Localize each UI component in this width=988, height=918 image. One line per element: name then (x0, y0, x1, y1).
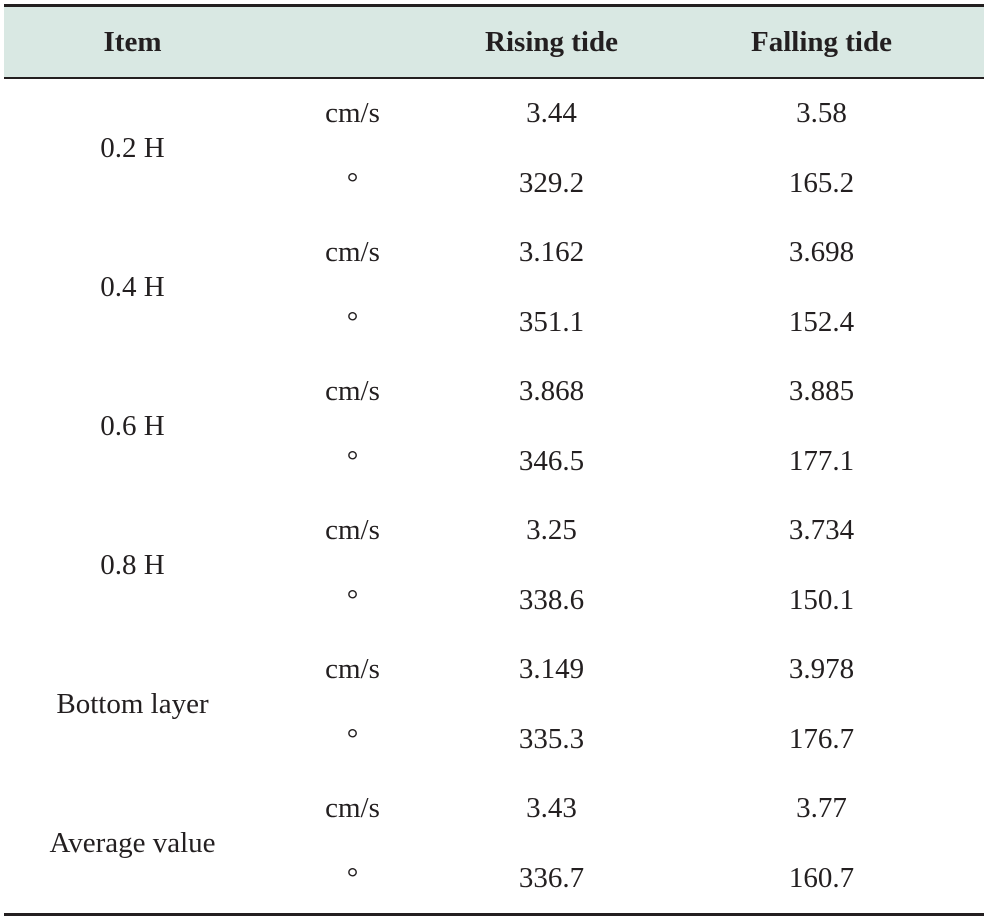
rising-speed-value: 3.868 (518, 375, 585, 408)
direction-unit: ° (346, 305, 359, 338)
data-table-container: Item Rising tide Falling tide 0.2 H cm/s 3… (4, 4, 984, 916)
table-row: ° 329.2 165.2 (4, 149, 984, 219)
rising-direction-value: 338.6 (518, 583, 585, 616)
speed-unit: cm/s (325, 236, 380, 269)
speed-unit: cm/s (325, 653, 380, 686)
header-item: Item (4, 4, 261, 79)
header-falling-tide: Falling tide (659, 4, 984, 79)
falling-direction-value: 177.1 (788, 444, 855, 477)
rising-direction-value: 346.5 (518, 444, 585, 477)
falling-speed-value: 3.698 (788, 236, 855, 269)
rising-speed-value: 3.43 (526, 792, 577, 825)
rising-speed-value: 3.44 (526, 97, 577, 130)
table-row: 0.6 H cm/s 3.868 3.885 (4, 357, 984, 442)
speed-unit: cm/s (325, 792, 380, 825)
row-item-label: Average value (4, 774, 261, 916)
rising-speed-value: 3.25 (526, 514, 577, 547)
header-rising-tide: Rising tide (444, 4, 659, 79)
row-item-label: 0.8 H (100, 549, 165, 581)
row-item-label: Bottom layer (56, 688, 209, 720)
table-body: 0.2 H cm/s 3.44 3.58 ° 329.2 165.2 0.4 H cm/s 3.1… (4, 78, 984, 916)
speed-unit: cm/s (325, 97, 380, 130)
table-row: Bottom layer cm/s 3.149 3.978 (4, 635, 984, 720)
rising-direction-value: 329.2 (518, 166, 585, 199)
falling-direction-value: 150.1 (788, 583, 855, 616)
direction-unit: ° (261, 843, 444, 916)
falling-speed-value: 3.734 (788, 514, 855, 547)
falling-speed-value: 3.77 (796, 792, 847, 825)
tidal-current-table: Item Rising tide Falling tide 0.2 H cm/s 3… (4, 4, 984, 916)
direction-unit: ° (346, 583, 359, 616)
falling-direction-value: 176.7 (788, 722, 855, 755)
rising-speed-value: 3.149 (518, 653, 585, 686)
table-row: ° 338.6 150.1 (4, 566, 984, 636)
table-row: ° 351.1 152.4 (4, 288, 984, 358)
rising-speed-value: 3.162 (518, 236, 585, 269)
falling-direction-value: 160.7 (659, 843, 984, 916)
rising-direction-value: 336.7 (444, 843, 659, 916)
falling-speed-value: 3.58 (796, 97, 847, 130)
falling-speed-value: 3.885 (788, 375, 855, 408)
falling-direction-value: 152.4 (788, 305, 855, 338)
row-item-label: 0.6 H (100, 410, 165, 442)
table-row: ° 335.3 176.7 (4, 705, 984, 775)
falling-speed-value: 3.978 (788, 653, 855, 686)
falling-direction-value: 165.2 (788, 166, 855, 199)
table-row: ° 346.5 177.1 (4, 427, 984, 497)
direction-unit: ° (346, 166, 359, 199)
rising-direction-value: 351.1 (518, 305, 585, 338)
table-row: 0.4 H cm/s 3.162 3.698 (4, 218, 984, 303)
direction-unit: ° (346, 722, 359, 755)
table-row: 0.8 H cm/s 3.25 3.734 (4, 496, 984, 581)
header-row: Item Rising tide Falling tide (4, 4, 984, 79)
header-unit (261, 4, 444, 79)
table-row: 0.2 H cm/s 3.44 3.58 (4, 78, 984, 164)
speed-unit: cm/s (325, 514, 380, 547)
table-row: Average value cm/s 3.43 3.77 (4, 774, 984, 916)
rising-direction-value: 335.3 (518, 722, 585, 755)
row-item-label: 0.4 H (100, 271, 165, 303)
table-row: ° 336.7 160.7 (4, 843, 984, 916)
speed-unit: cm/s (325, 375, 380, 408)
row-item-label: 0.2 H (100, 132, 165, 164)
direction-unit: ° (346, 444, 359, 477)
table-header: Item Rising tide Falling tide (4, 4, 984, 79)
